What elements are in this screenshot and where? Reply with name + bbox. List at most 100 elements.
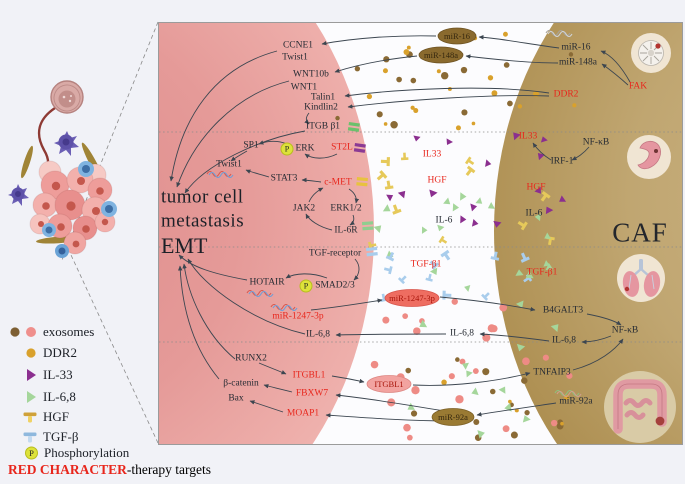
particle: [507, 100, 513, 107]
particle: [550, 324, 559, 333]
particle: [406, 45, 411, 50]
legend-row-tgfb: TGF-β: [22, 429, 79, 445]
particle: [545, 262, 553, 271]
stomach-icon: [627, 135, 671, 179]
label-bax: Bax: [228, 393, 244, 404]
particle: [370, 360, 379, 369]
particle: [485, 159, 492, 167]
particle: [383, 266, 393, 275]
legend-label: DDR2: [43, 345, 77, 360]
particle: [560, 421, 564, 426]
mir1247-rna-squiggle: [270, 303, 296, 311]
legend-footer-red: RED CHARACTER: [8, 462, 127, 477]
pathway-arrow: [335, 332, 447, 338]
pathway-arrow: [572, 338, 624, 371]
pathway-arrow: [532, 142, 552, 161]
particle: [542, 354, 549, 361]
particle: [487, 324, 496, 333]
particle: [438, 235, 448, 244]
legend-footer: RED CHARACTER-therapy targets: [8, 462, 211, 478]
pathway-arrow: [412, 371, 531, 386]
particle: [491, 90, 498, 97]
twist1-rna-squiggle: [208, 171, 234, 179]
particle: [448, 373, 455, 380]
pathway-arrow: [263, 384, 293, 393]
label-b4galt3: B4GALT3: [542, 305, 584, 316]
pathway-arrow: [344, 87, 550, 98]
particle: [376, 111, 383, 118]
hgf-icon: [23, 412, 37, 423]
particle: [447, 86, 452, 91]
particle: [568, 52, 574, 57]
pathway-arrow: [334, 55, 418, 73]
particle: [522, 415, 531, 423]
label-mir92a-caf: miR-92a: [559, 396, 593, 407]
label-jak2: JAK2: [292, 203, 316, 214]
hotair-rna-squiggle: [246, 289, 272, 297]
lungs-icon: [617, 254, 665, 302]
label-hgf-middle: HGF: [427, 175, 447, 186]
diagram-panel: P P CCNE1 Twist1 WNT10b WNT1 Talin1 Kind…: [158, 22, 683, 445]
pathway-arrow: [353, 258, 360, 281]
label-nfkb-top: NF-κB: [582, 137, 610, 148]
label-smad23: SMAD2/3: [315, 280, 355, 291]
legend-row-hgf: HGF: [22, 409, 69, 425]
pathway-arrow: [465, 54, 559, 64]
label-il6-middle: IL-6: [435, 215, 453, 226]
mir1247-vesicle: [384, 289, 440, 307]
particle: [402, 313, 409, 319]
particle: [481, 292, 490, 301]
particle: [410, 77, 417, 84]
caf-rna-squiggle: [545, 29, 571, 37]
legend-label: IL-6,8: [43, 389, 76, 404]
particle: [537, 153, 545, 161]
particle: [520, 252, 530, 263]
legend-row-il33: IL-33: [24, 367, 73, 383]
particle: [503, 31, 508, 37]
il68-icon: [27, 391, 36, 403]
legend-footer-rest: -therapy targets: [126, 462, 211, 477]
particle: [452, 203, 460, 212]
particle: [407, 402, 415, 410]
pathway-arrow: [301, 177, 322, 183]
label-mir16-caf: miR-16: [561, 42, 591, 53]
particle: [472, 368, 479, 374]
pathway-arrow: [258, 362, 287, 375]
particle: [477, 430, 485, 439]
particle: [461, 109, 468, 116]
particle: [397, 275, 407, 285]
pathway-arrow: [348, 188, 360, 204]
label-mir1247-vesicle: miR-1247-3p: [389, 292, 435, 303]
itgb1-receptor-icon: [347, 122, 360, 132]
particle: [406, 434, 413, 441]
particle: [475, 197, 483, 204]
particle: [440, 71, 449, 80]
particle: [410, 105, 415, 110]
label-il6r: IL-6R: [334, 225, 358, 236]
particle: [373, 225, 382, 234]
particle: [493, 220, 502, 228]
twist1-rna-squiggle: [206, 170, 232, 178]
tgf-receptor-icon: [366, 246, 378, 257]
pathway-arrow: [571, 146, 590, 161]
particle: [490, 251, 500, 261]
particle: [510, 431, 518, 439]
particle: [466, 370, 473, 378]
label-hgf-caf: HGF: [526, 182, 546, 193]
il33-icon: [27, 369, 36, 381]
pathway-arrow: [308, 187, 324, 203]
label-kindlin2: Kindlin2: [304, 102, 338, 113]
label-tgfb1-caf: TGF-β1: [526, 267, 558, 278]
particle: [376, 170, 388, 181]
pathway-arrow: [249, 400, 284, 413]
particle: [559, 195, 567, 202]
label-nfkb-mid: NF-κB: [611, 325, 639, 336]
particle: [383, 56, 390, 63]
particle: [464, 156, 475, 166]
label-mir148a-caf: miR-148a: [559, 57, 597, 68]
particle: [566, 372, 573, 379]
particle: [515, 300, 524, 308]
tumor-cell-nuclei: [38, 177, 109, 248]
particle: [540, 136, 548, 143]
pathway-arrow: [347, 95, 550, 109]
